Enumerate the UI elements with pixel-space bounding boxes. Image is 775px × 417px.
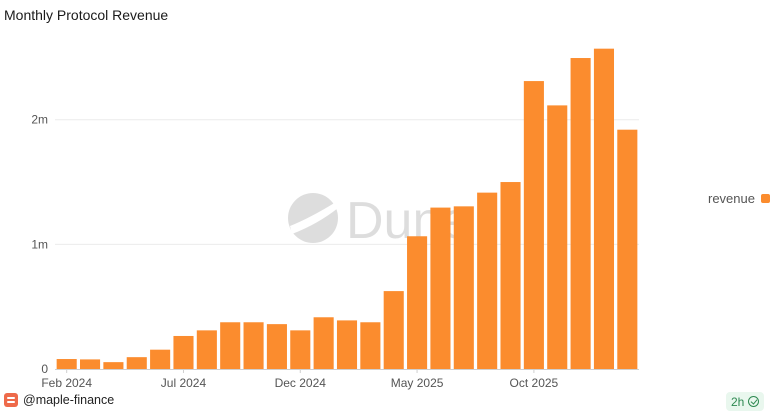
bar [196,330,217,369]
legend-swatch [760,194,770,203]
y-tick-label: 2m [31,113,48,127]
bar [103,362,124,369]
bar [523,81,544,369]
bar [336,320,358,369]
bar [80,359,101,369]
bar [243,322,264,369]
maple-logo-icon [4,393,18,407]
bar [477,192,498,369]
bar [500,182,521,369]
bar [220,322,241,369]
bar [453,206,474,369]
refresh-badge[interactable]: 2h [726,392,765,411]
bar [547,105,568,369]
bar [593,48,615,370]
chart-title: Monthly Protocol Revenue [4,7,169,23]
x-tick-label: Feb 2024 [41,376,92,390]
bar [360,322,381,369]
bar [150,349,171,369]
legend[interactable]: revenue [708,191,770,206]
bar [313,317,334,369]
bar [383,291,404,369]
creator-handle: @maple-finance [23,393,115,407]
bar [617,129,638,369]
x-tick-label: Oct 2025 [510,376,559,390]
bar [266,324,287,369]
y-tick-label: 1m [31,237,48,251]
bar [430,207,451,369]
y-tick-label: 0 [41,362,48,376]
check-circle-icon [748,396,760,407]
bar [290,330,311,369]
refresh-interval: 2h [731,394,745,409]
bar [56,359,77,369]
x-tick-label: Dec 2024 [275,376,327,390]
x-tick-label: May 2025 [391,376,444,390]
legend-label: revenue [708,191,755,206]
bar [570,58,591,370]
bar [126,357,147,369]
x-tick-label: Jul 2024 [161,376,207,390]
creator-tag[interactable]: @maple-finance [4,393,114,407]
bar [407,236,428,369]
bar [173,335,194,369]
